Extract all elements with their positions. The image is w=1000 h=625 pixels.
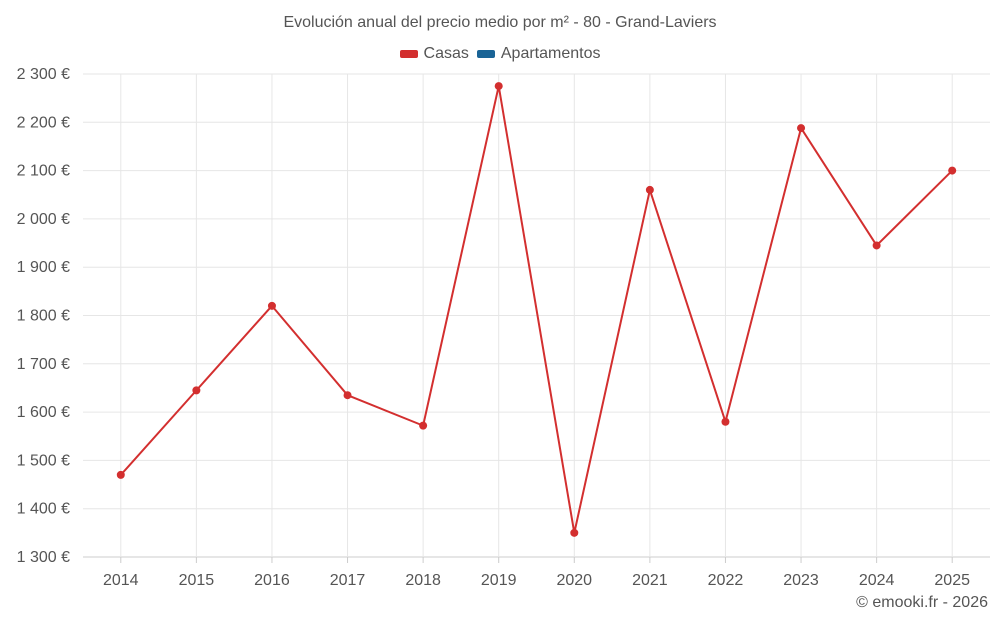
data-point bbox=[797, 124, 806, 133]
series-line-casas bbox=[120, 85, 953, 534]
x-tick-label: 2014 bbox=[103, 572, 139, 589]
y-tick-label: 1 600 € bbox=[17, 404, 70, 421]
data-point bbox=[948, 166, 957, 175]
legend-swatch-casas bbox=[399, 50, 418, 58]
legend-item-apartamentos[interactable]: Apartamentos bbox=[476, 45, 601, 63]
x-tick-label: 2020 bbox=[556, 572, 592, 589]
footer-credit: © emooki.fr - 2026 bbox=[856, 594, 988, 611]
x-tick-label: 2024 bbox=[859, 572, 895, 589]
x-tick-label: 2015 bbox=[179, 572, 215, 589]
data-point bbox=[419, 421, 428, 430]
y-tick-label: 2 300 € bbox=[17, 66, 70, 83]
x-tick-label: 2017 bbox=[330, 572, 366, 589]
y-tick-label: 1 900 € bbox=[17, 259, 70, 276]
series-layer bbox=[116, 82, 957, 537]
data-point bbox=[721, 417, 730, 426]
axis-layer: 1 300 € 1 400 € 1 500 € 1 600 € 1 700 € 1 800… bbox=[17, 66, 970, 589]
x-tick-label: 2022 bbox=[708, 572, 744, 589]
x-tick-label: 2019 bbox=[481, 572, 517, 589]
grid-layer bbox=[83, 73, 990, 558]
x-tick-label: 2016 bbox=[254, 572, 290, 589]
y-tick-label: 1 500 € bbox=[17, 452, 70, 469]
y-tick-label: 1 300 € bbox=[17, 549, 70, 566]
y-tick-label: 2 000 € bbox=[17, 211, 70, 228]
data-point bbox=[494, 82, 503, 91]
x-tick-label: 2018 bbox=[405, 572, 441, 589]
legend-label-casas: Casas bbox=[423, 45, 469, 62]
legend-item-casas[interactable]: Casas bbox=[399, 45, 469, 63]
data-point bbox=[570, 528, 579, 537]
data-point bbox=[343, 391, 352, 400]
data-point bbox=[267, 301, 276, 310]
y-tick-label: 1 800 € bbox=[17, 308, 70, 325]
legend-swatch-apartamentos bbox=[476, 50, 495, 58]
data-point bbox=[872, 241, 881, 250]
y-tick-label: 2 200 € bbox=[17, 114, 70, 131]
y-tick-label: 1 700 € bbox=[17, 356, 70, 373]
x-tick-label: 2025 bbox=[934, 572, 970, 589]
legend-label-apartamentos: Apartamentos bbox=[500, 45, 601, 62]
data-point bbox=[645, 185, 654, 194]
y-tick-label: 2 100 € bbox=[17, 163, 70, 180]
data-point bbox=[116, 470, 125, 479]
x-tick-label: 2021 bbox=[632, 572, 668, 589]
y-tick-label: 1 400 € bbox=[17, 501, 70, 518]
data-point bbox=[192, 386, 201, 395]
legend: Casas Apartamentos bbox=[0, 45, 1000, 63]
x-tick-label: 2023 bbox=[783, 572, 819, 589]
chart-title: Evolución anual del precio medio por m² … bbox=[283, 14, 717, 31]
